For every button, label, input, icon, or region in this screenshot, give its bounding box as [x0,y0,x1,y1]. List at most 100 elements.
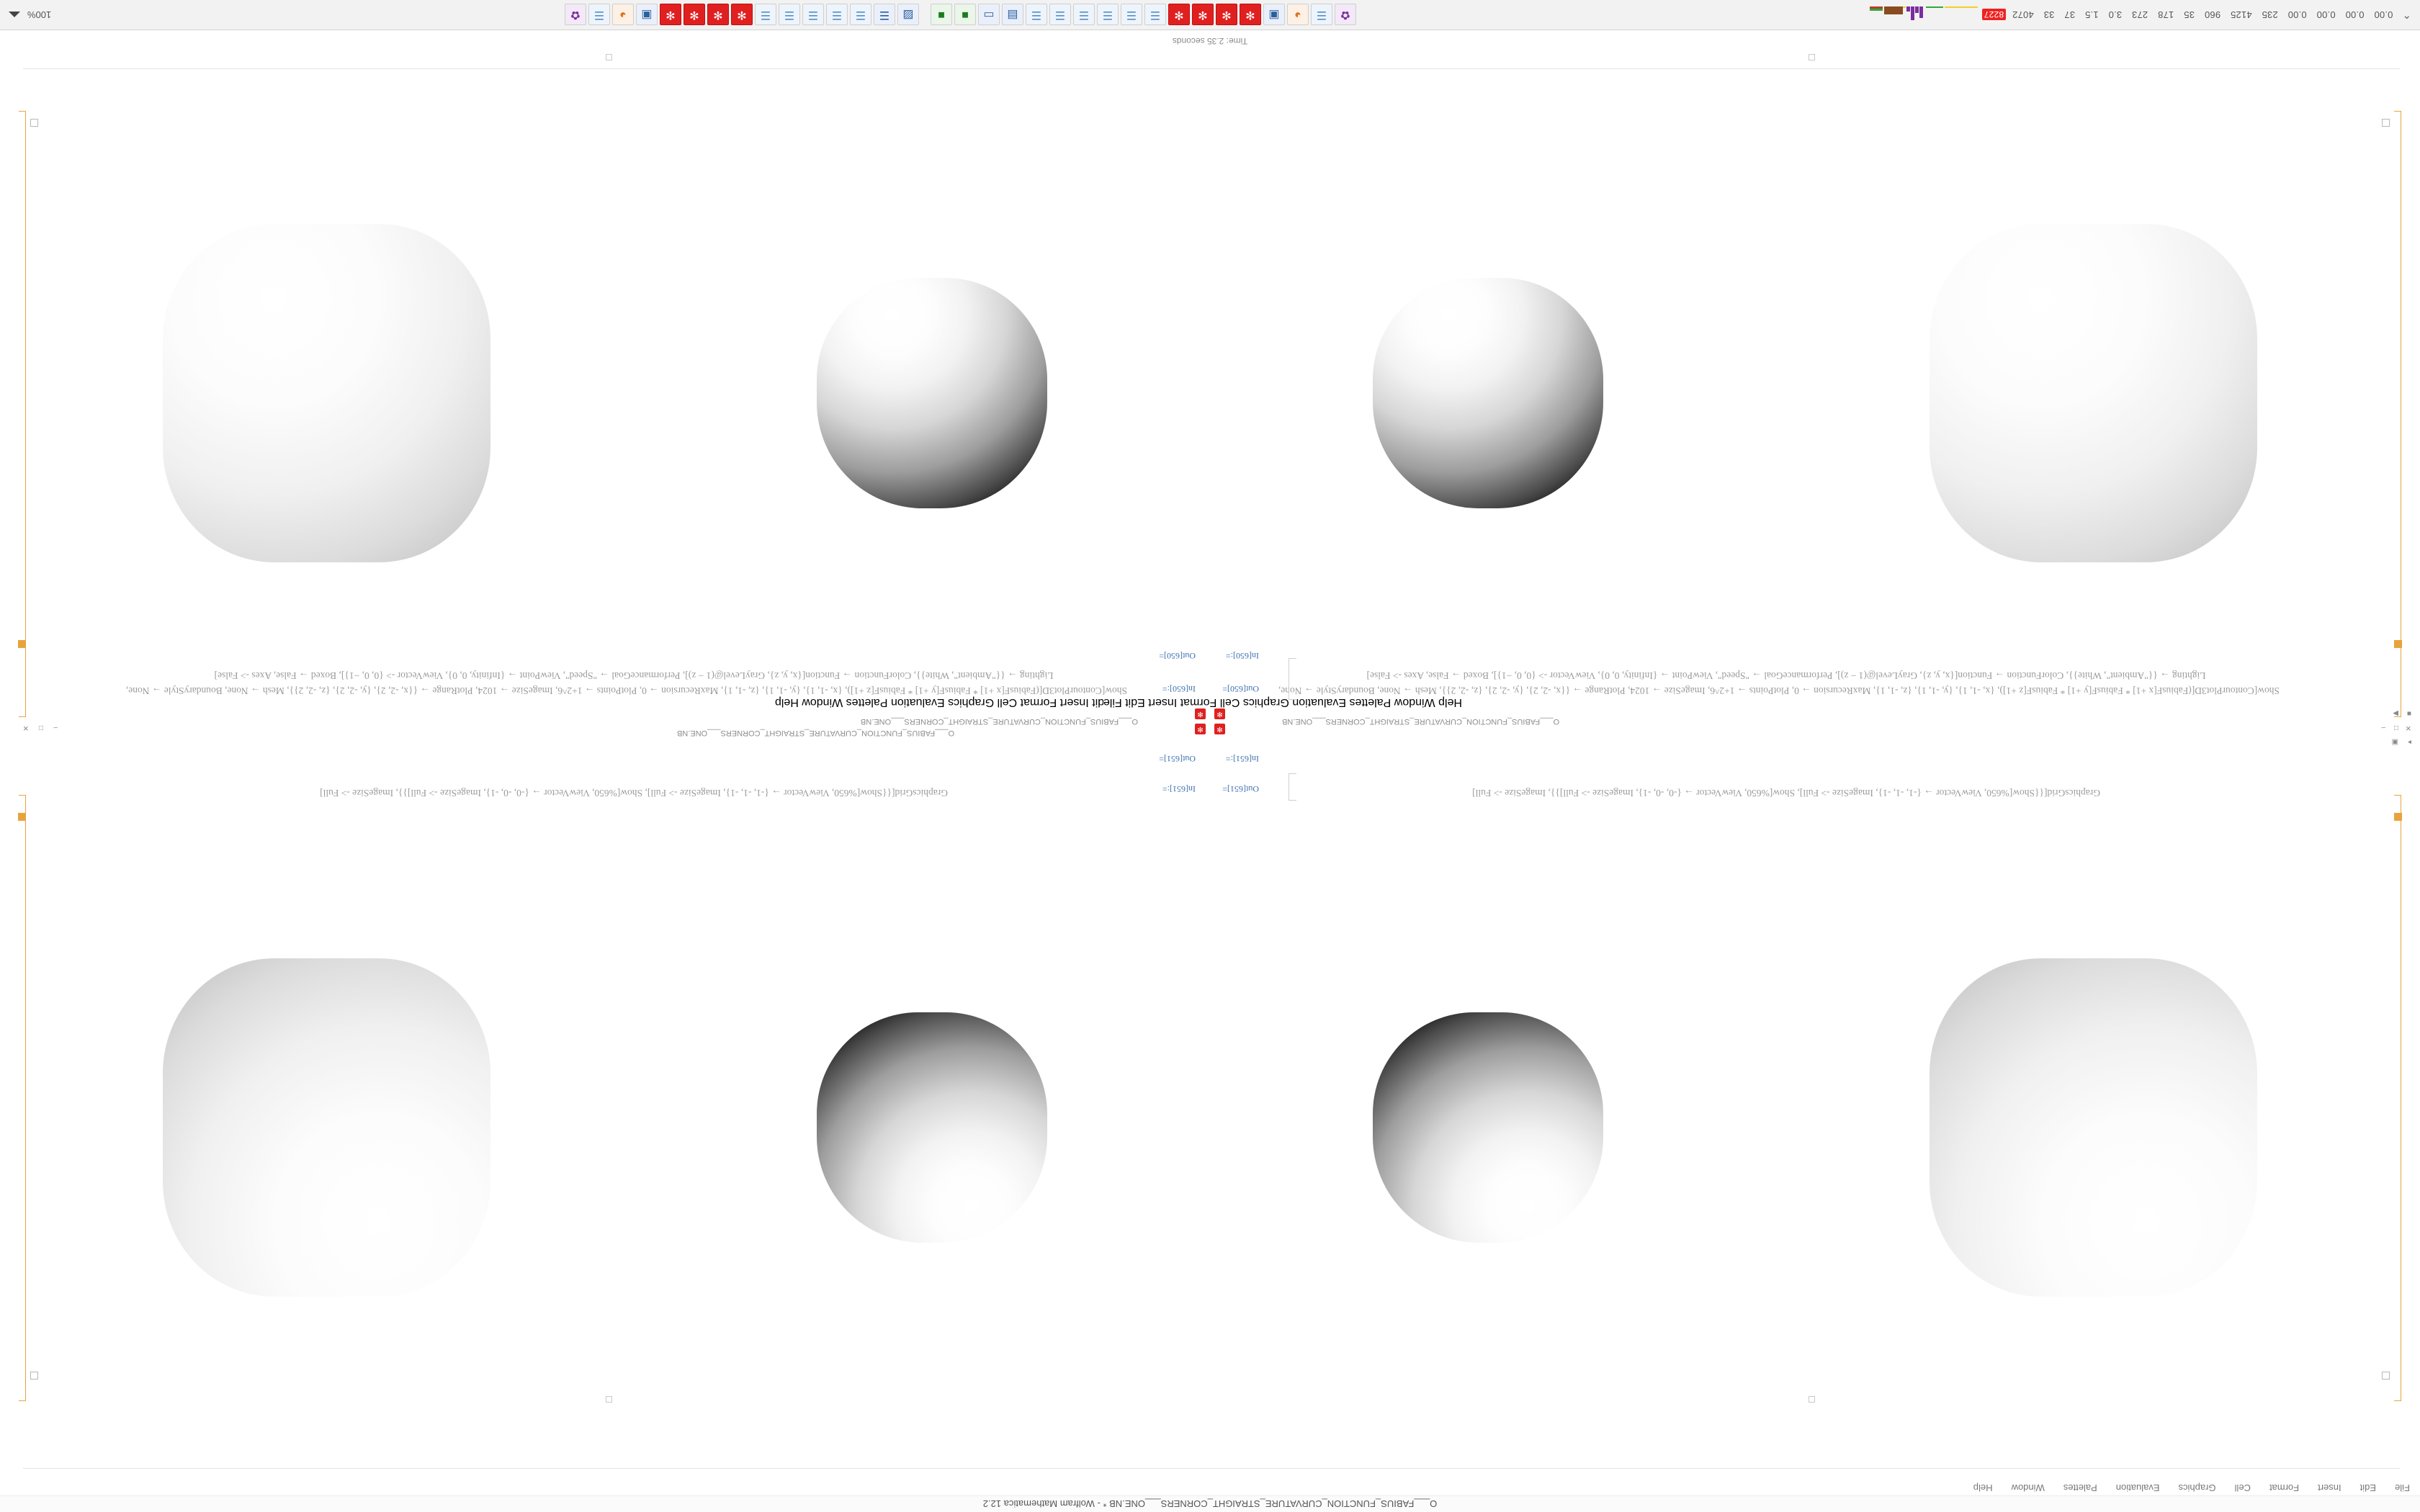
taskbar-item-mathematica-2[interactable]: ✿ [564,4,586,26]
page-marker-tr [30,1372,38,1380]
taskbar-item-notepad-6[interactable]: ☰ [1025,4,1047,26]
taskbar-items[interactable]: ✿ ☰ ◕ ▣ ✻ ✻ ✻ ✻ ☰ ☰ ☰ ☰ ☰ ☰ ▤ ▭ ■ ■ ▨ ☰ ☰ ☰ ☰ ☰ ☰ ✻ ✻ ✻ ✻ ▣ ◕ ☰ ✿ [51,4,1869,26]
taskbar-item-terminal-2[interactable]: ■ [930,4,952,26]
inner-window-close-icon[interactable]: ✕ [22,724,29,732]
taskbar-item-monitor-2[interactable]: ▣ [635,4,658,26]
inner-window-min-icon[interactable]: – [53,724,58,732]
menu-item-help[interactable]: Help [1973,1482,1993,1494]
inner-window-titlebar-3: O___FABIUS_FUNCTION_CURVATURE_STRAIGHT_C… [1282,717,2276,726]
code-cell-650-right[interactable]: Show[ContourPlot3D[(FabiusF[x +1] * Fabi… [125,668,1127,698]
taskbar-item-mathematica-nb-5[interactable]: ✻ [730,4,753,26]
taskbar[interactable]: ⌃ 0.00 0.00 0.00 0.00 235 4125 960 35 17… [0,0,2420,30]
taskbar-item-firefox[interactable]: ◕ [1286,4,1309,26]
notebook-document[interactable]: Out[651]= In[651]:= Out[650]= In[650]:= … [0,30,2420,1480]
inner-window-min-icon-2[interactable]: – [2381,724,2385,732]
taskbar-item-mathematica-nb-6[interactable]: ✻ [707,4,729,26]
plot-rounded-cube-2[interactable] [163,958,491,1297]
taskbar-item-chart[interactable]: ▨ [897,4,919,26]
menu-item-evaluation[interactable]: Evaluation [2115,1482,2160,1494]
code-cell-651-left[interactable]: GraphicsGrid[{{Show[%650, ViewVector → {… [1296,786,2276,801]
cell-bracket-handle-1[interactable] [2394,813,2402,821]
metric-3: 0.00 [2287,9,2307,20]
taskbar-item-mathematica[interactable]: ✿ [1334,4,1356,26]
metric-8: 178 [2157,9,2174,20]
metric-4: 235 [2262,9,2278,20]
label-in-651: In[651]:= [1225,754,1259,764]
taskbar-item-explorer-1[interactable]: ☰ [873,4,895,26]
taskbar-item-explorer-5[interactable]: ☰ [778,4,800,26]
code-cell-651-right[interactable]: GraphicsGrid[{{Show[%650, ViewVector → {… [144,786,1124,801]
inner-window-close-icon-2[interactable]: ✕ [2405,724,2411,732]
menu-item-window[interactable]: Window [2011,1482,2045,1494]
taskbar-item-mathematica-nb-3[interactable]: ✻ [1191,4,1214,26]
code-bracket-2[interactable] [1289,658,1296,700]
inner-window-max-icon-2[interactable]: □ [2393,724,2398,732]
plot-sphere-2[interactable] [816,1012,1047,1243]
taskbar-item-save[interactable]: ▤ [1001,4,1023,26]
graphics-row-bottom[interactable] [0,220,2420,566]
menu-item-graphics[interactable]: Graphics [2178,1482,2216,1494]
inner-menu-format-2[interactable]: Format [1180,696,1217,708]
code-line-650-1: Show[ContourPlot3D[(FabiusF[x +1] * Fabi… [125,685,1127,696]
taskbar-item-monitor[interactable]: ▣ [1263,4,1285,26]
label-in-650: In[650]:= [1225,651,1259,661]
code-bracket-1[interactable] [1289,773,1296,801]
taskbar-item-explorer-2[interactable]: ☰ [849,4,871,26]
plot-sphere-1[interactable] [1373,1012,1604,1243]
side-tool-icon-3[interactable]: ▸ [2407,738,2411,746]
plot-rounded-cube-3[interactable] [1929,224,2257,562]
taskbar-item-notepad-2[interactable]: ☰ [1120,4,1142,26]
inner-menu-graphics-2[interactable]: Graphics [1242,696,1289,708]
metric-12: 37 [2064,9,2076,20]
cell-bracket-handle-3[interactable] [18,813,26,821]
inner-menu-edit-2[interactable]: Edit [1125,696,1145,708]
metric-0: 0.00 [2374,9,2393,20]
plot-sphere-4[interactable] [816,278,1047,508]
menu-item-cell[interactable]: Cell [2234,1482,2251,1494]
taskbar-item-mathematica-nb-2[interactable]: ✻ [1215,4,1237,26]
taskbar-item-explorer-6[interactable]: ☰ [754,4,776,26]
taskbar-item-mathematica-nb-8[interactable]: ✻ [659,4,681,26]
side-tool-icon-2[interactable]: ▶ [2393,709,2398,717]
taskbar-item-notepad-3[interactable]: ☰ [1096,4,1119,26]
menu-item-file[interactable]: File [2395,1482,2410,1494]
menu-item-palettes[interactable]: Palettes [2063,1482,2097,1494]
side-tool-icon-4[interactable]: ▣ [2391,738,2398,746]
label-in-650-mirror: In[650]:= [1162,684,1196,694]
plot-sphere-3[interactable] [1373,278,1604,508]
code-line-651-1-left: GraphicsGrid[{{Show[%650, ViewVector → {… [1472,788,2100,798]
taskbar-item-explorer-4[interactable]: ☰ [802,4,824,26]
taskbar-item-display[interactable]: ▭ [977,4,1000,26]
taskbar-item-document-2[interactable]: ☰ [588,4,610,26]
taskbar-item-notepad-5[interactable]: ☰ [1049,4,1071,26]
graphics-row-top[interactable] [0,955,2420,1300]
taskbar-item-notepad-4[interactable]: ☰ [1072,4,1095,26]
taskbar-item-firefox-2[interactable]: ◕ [611,4,634,26]
inner-menu-insert-2[interactable]: Insert [1148,696,1178,708]
side-tool-icon-1[interactable]: ■ [2406,709,2411,717]
menu-item-insert[interactable]: Insert [2318,1482,2341,1494]
menu-item-format[interactable]: Format [2269,1482,2300,1494]
taskbar-item-mathematica-nb-7[interactable]: ✻ [683,4,705,26]
code-cell-650-left[interactable]: Show[ContourPlot3D[(FabiusF[x +1] * Fabi… [1278,668,2280,698]
zoom-level[interactable]: 100% [27,9,52,20]
show-hidden-icons-icon[interactable]: ⌃ [2402,8,2411,21]
taskbar-item-mathematica-nb-1[interactable]: ✻ [1239,4,1261,26]
page-bottom-rule [23,68,2400,69]
plot-rounded-cube-4[interactable] [163,224,491,562]
taskbar-item-notepad-1[interactable]: ☰ [1144,4,1166,26]
taskbar-item-document[interactable]: ☰ [1310,4,1332,26]
taskbar-item-terminal-1[interactable]: ■ [954,4,976,26]
cell-bracket-handle-2[interactable] [2394,640,2402,648]
show-desktop-icon[interactable] [9,12,20,18]
plot-rounded-cube-1[interactable] [1929,958,2257,1297]
metric-11: 1.5 [2084,9,2099,20]
inner-window-max-icon[interactable]: □ [38,724,43,732]
metric-1: 0.00 [2345,9,2365,20]
inner-menu-cell-2[interactable]: Cell [1219,696,1240,708]
taskbar-item-explorer-3[interactable]: ☰ [825,4,848,26]
cell-bracket-handle-4[interactable] [18,640,26,648]
menu-item-edit[interactable]: Edit [2360,1482,2377,1494]
mathematica-app-icon-1: ✻ [1214,724,1225,734]
taskbar-item-mathematica-nb-4[interactable]: ✻ [1168,4,1190,26]
